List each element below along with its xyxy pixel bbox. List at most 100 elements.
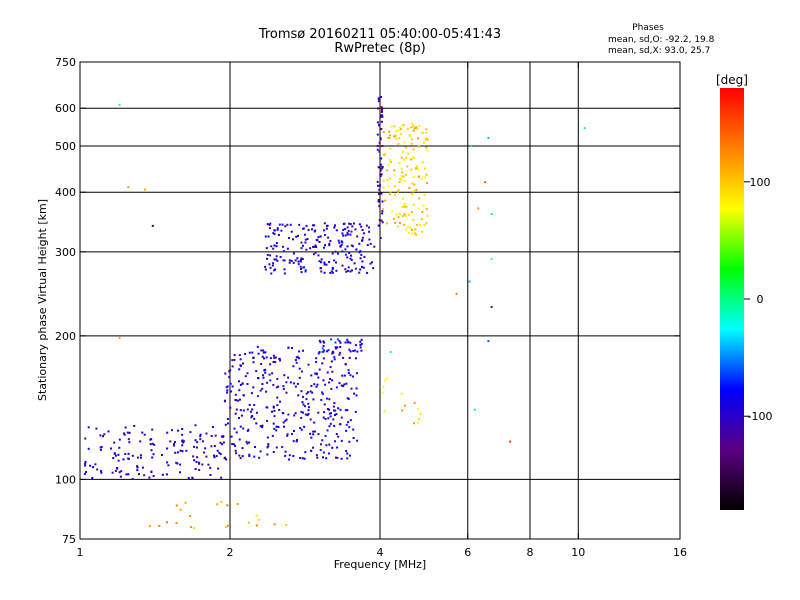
data-point [287, 346, 290, 349]
data-point [298, 367, 301, 370]
data-point [343, 383, 346, 386]
data-point [231, 359, 234, 362]
data-point [282, 259, 285, 262]
data-point [193, 459, 196, 462]
data-point [224, 456, 227, 459]
data-point [416, 127, 419, 130]
data-point [352, 437, 355, 439]
data-point [358, 242, 361, 245]
data-point [377, 224, 380, 227]
data-point [470, 145, 473, 147]
data-point [399, 126, 402, 129]
data-point [377, 107, 379, 110]
data-point [226, 389, 229, 392]
data-point [379, 138, 382, 141]
data-point [323, 263, 326, 266]
data-point [148, 525, 151, 527]
data-point [342, 356, 345, 359]
data-point [335, 261, 337, 264]
data-point [139, 456, 142, 459]
data-point [239, 425, 242, 428]
data-point [388, 158, 391, 161]
data-point [346, 338, 349, 341]
data-point [301, 401, 304, 404]
data-point [389, 190, 392, 193]
data-point [346, 397, 349, 400]
data-point [400, 179, 403, 181]
data-point [300, 410, 303, 413]
data-point [239, 358, 242, 361]
y-tick-label: 600 [55, 102, 76, 115]
data-point [379, 237, 382, 239]
data-point [194, 439, 197, 442]
data-point [335, 269, 338, 272]
data-point [352, 350, 355, 352]
data-point [354, 267, 357, 270]
data-point [405, 156, 408, 159]
data-point [350, 244, 353, 247]
data-point [195, 461, 198, 463]
data-point [245, 440, 248, 443]
data-point [242, 409, 245, 412]
data-point [326, 371, 329, 374]
data-point [141, 466, 144, 469]
data-point [128, 431, 131, 434]
data-point [151, 428, 154, 431]
data-point [268, 373, 271, 376]
data-point [383, 153, 386, 156]
data-point [397, 143, 400, 145]
data-point [193, 445, 196, 448]
data-point [351, 245, 354, 248]
data-point [284, 454, 287, 457]
colorbar-label: [deg] [716, 73, 748, 87]
data-point [233, 427, 236, 430]
data-point [126, 431, 129, 434]
data-point [349, 257, 352, 260]
data-point [425, 131, 428, 134]
data-point [100, 471, 103, 474]
data-point [410, 142, 413, 145]
data-point [377, 166, 380, 169]
data-point [113, 441, 116, 444]
colorbar-tick-label: -100 [748, 410, 773, 423]
data-point [406, 165, 409, 168]
data-point [347, 266, 350, 269]
data-point [328, 398, 331, 401]
data-point [322, 416, 325, 419]
data-point [416, 421, 419, 424]
data-point [233, 358, 236, 361]
data-point [416, 165, 419, 168]
data-point [169, 440, 172, 443]
data-point [377, 199, 380, 201]
data-point [213, 454, 215, 457]
data-point [248, 351, 251, 354]
data-point [238, 454, 241, 457]
data-point [380, 114, 383, 117]
data-point [211, 426, 214, 428]
data-point [378, 219, 381, 222]
data-point [403, 180, 406, 182]
data-point [127, 452, 130, 455]
data-point [313, 383, 316, 386]
data-point [230, 390, 233, 393]
data-point [334, 250, 337, 253]
data-point [331, 446, 334, 449]
data-point [152, 453, 155, 456]
data-point [248, 455, 251, 457]
data-point [91, 477, 94, 479]
data-point [202, 440, 204, 443]
data-point [380, 219, 383, 222]
data-point [425, 146, 428, 149]
data-point [274, 361, 277, 364]
data-point [278, 408, 281, 411]
data-point [335, 386, 338, 389]
data-point [299, 260, 302, 263]
colorbar [720, 88, 744, 510]
data-point [490, 305, 493, 308]
data-point [387, 185, 390, 188]
data-point [272, 262, 275, 265]
data-point [393, 125, 396, 128]
data-point [334, 414, 336, 416]
data-point [328, 443, 331, 446]
